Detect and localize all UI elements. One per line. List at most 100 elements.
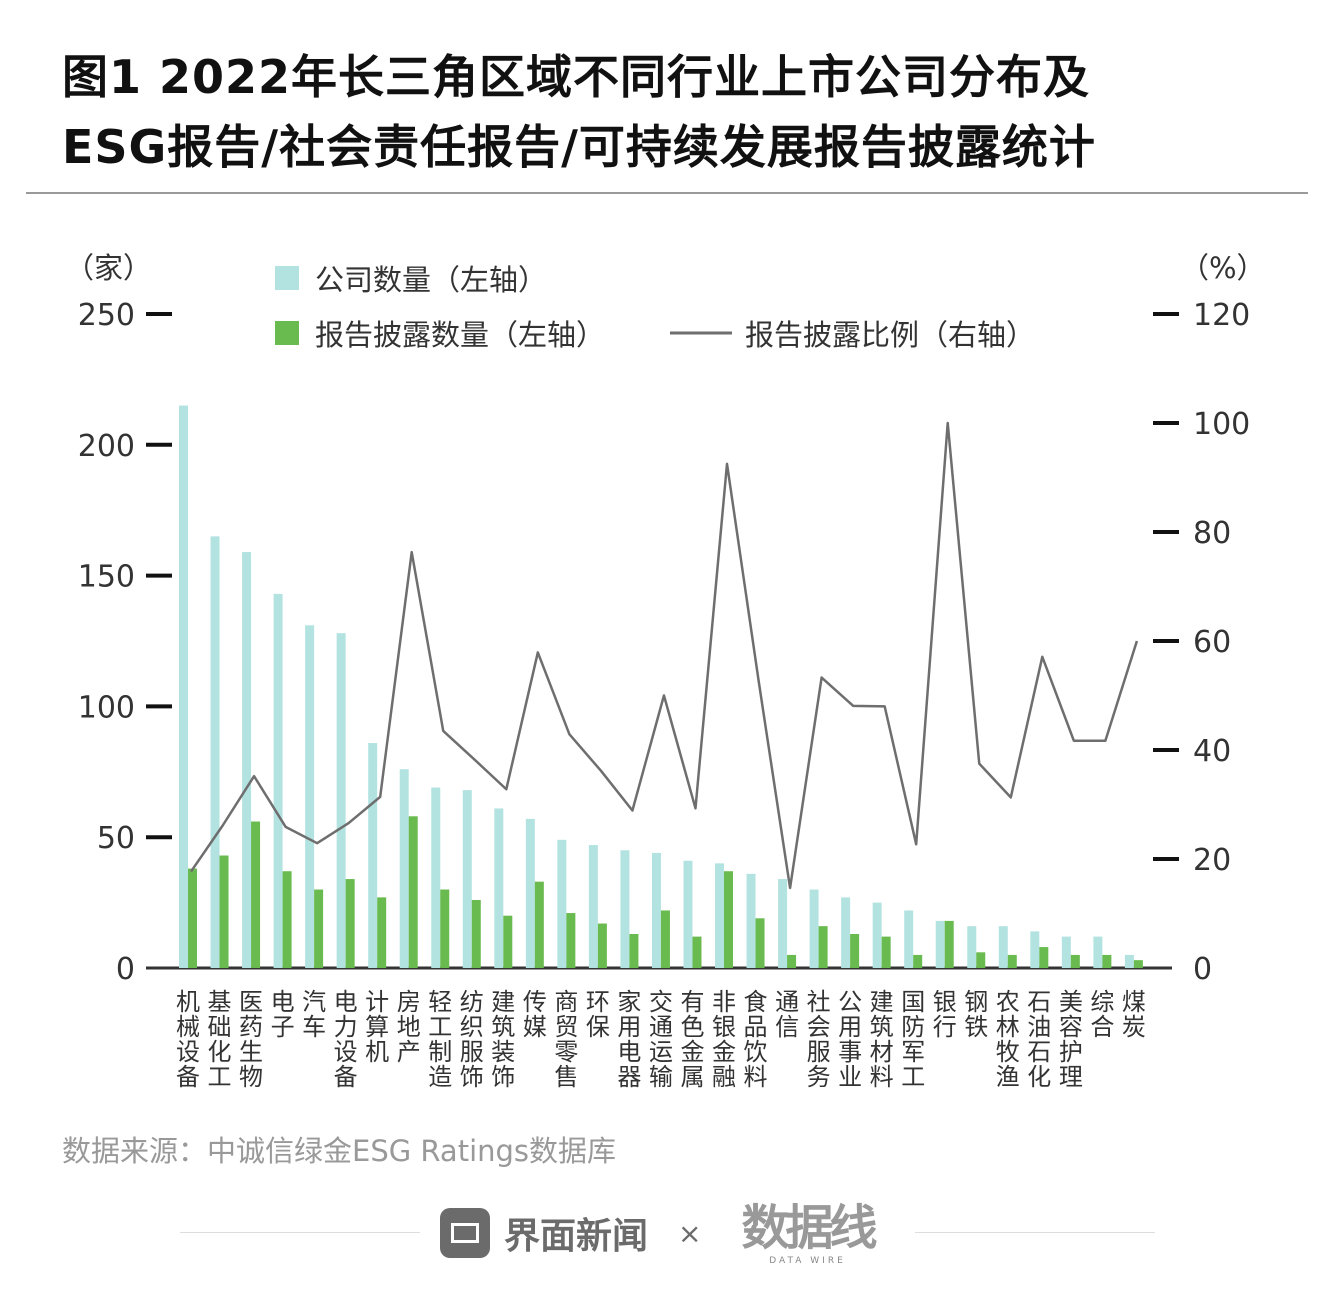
category-label-char: 基 (208, 988, 232, 1016)
category-label-char: 护 (1059, 1038, 1083, 1066)
category-label-char: 轻 (428, 988, 452, 1016)
bar-report-count (755, 918, 765, 968)
bar-report-count (1102, 954, 1112, 968)
legend-label-report: 报告披露数量（左轴） (315, 318, 605, 352)
left-tick-label: 150 (78, 560, 135, 595)
bar-company-count (998, 926, 1008, 968)
bar-report-count (377, 897, 387, 968)
category-label-char: 煤 (1122, 988, 1146, 1016)
category-label-char: 有 (680, 988, 704, 1016)
category-label-char: 公 (838, 988, 862, 1016)
category-label-char: 机 (176, 988, 200, 1016)
bar-company-count (273, 593, 283, 968)
bar-report-count (534, 881, 544, 968)
category-label-char: 化 (208, 1038, 232, 1066)
chart-title: 图1 2022年长三角区域不同行业上市公司分布及 ESG报告/社会责任报告/可持… (62, 42, 1096, 182)
right-axis-unit: （%） (1180, 251, 1266, 285)
bar-report-count (787, 954, 797, 968)
category-label-char: 设 (176, 1038, 200, 1066)
footer-brand-1: 界面新闻 (504, 1216, 649, 1257)
bar-company-count (431, 787, 441, 968)
bar-report-count (188, 868, 197, 968)
category-label-char: 铁 (964, 1013, 988, 1041)
category-label-char: 制 (428, 1038, 452, 1066)
left-axis-unit: （家） (65, 251, 152, 285)
footer-brand-2-sub: DATA WIRE (769, 1256, 846, 1266)
left-tick-label: 50 (97, 821, 135, 856)
bar-report-count (408, 816, 418, 968)
title-line-2: ESG报告/社会责任报告/可持续发展报告披露统计 (62, 120, 1096, 174)
bar-company-count (557, 839, 567, 968)
title-divider (26, 192, 1308, 194)
bar-company-count (210, 536, 220, 968)
footer-brand-2: 数据线 (741, 1200, 877, 1256)
bar-report-count (471, 899, 481, 968)
bar-report-count (440, 889, 450, 968)
category-label-char: 机 (365, 1038, 389, 1066)
bar-company-count (1093, 936, 1103, 968)
category-label-char: 饮 (744, 1038, 768, 1066)
category-label-char: 纺 (460, 988, 484, 1016)
bar-company-count (620, 850, 630, 968)
category-label-char: 运 (649, 1038, 673, 1066)
category-label-char: 工 (428, 1013, 452, 1041)
bar-report-count (629, 933, 639, 968)
bar-report-count (944, 920, 954, 968)
category-label-char: 防 (901, 1013, 925, 1041)
category-label-char: 化 (1027, 1063, 1051, 1091)
category-label-char: 汽 (302, 988, 326, 1016)
category-label-char: 石 (1027, 988, 1051, 1016)
category-label-char: 传 (523, 988, 547, 1016)
jiemian-logo-icon (440, 1208, 490, 1258)
bar-report-count (660, 910, 670, 968)
category-label-char: 业 (838, 1063, 862, 1091)
bar-report-count (724, 871, 734, 968)
bar-report-count (913, 954, 923, 968)
bar-report-count (850, 933, 860, 968)
right-tick-label: 0 (1193, 952, 1212, 987)
source-note: 数据来源：中诚信绿金ESG Ratings数据库 (62, 1134, 617, 1168)
category-label-char: 融 (712, 1063, 736, 1091)
category-label-char: 务 (807, 1063, 831, 1091)
bar-company-count (179, 405, 188, 968)
category-label-char: 材 (870, 1038, 894, 1066)
category-label-char: 料 (744, 1063, 768, 1091)
right-tick-label: 120 (1193, 298, 1250, 333)
bar-company-count (242, 552, 252, 968)
category-label-char: 饰 (491, 1063, 515, 1091)
bar-company-count (336, 633, 346, 968)
category-label-char: 建 (870, 988, 894, 1016)
category-label-char: 计 (365, 988, 389, 1016)
category-label-char: 环 (586, 988, 610, 1016)
bar-report-count (1133, 960, 1143, 968)
category-label-char: 石 (1027, 1038, 1051, 1066)
footer-divider-left (180, 1232, 420, 1233)
category-label-char: 备 (176, 1063, 200, 1091)
category-label-char: 器 (617, 1063, 641, 1091)
category-label-char: 银 (712, 1013, 736, 1041)
bar-company-count (809, 889, 819, 968)
category-label-char: 服 (807, 1038, 831, 1066)
right-tick-label: 40 (1193, 734, 1231, 769)
bar-report-count (503, 915, 513, 968)
category-label-char: 银 (933, 988, 957, 1016)
footer-separator: × (678, 1216, 702, 1250)
category-label-char: 电 (271, 988, 295, 1016)
category-label-char: 工 (901, 1063, 925, 1091)
legend-swatch-report (275, 321, 299, 345)
bar-company-count (494, 808, 504, 968)
footer: 界面新闻 × 数据线 DATA WIRE (440, 1200, 878, 1266)
bar-company-count (1124, 954, 1134, 968)
category-label-char: 装 (491, 1038, 515, 1066)
category-label-char: 通 (649, 1013, 673, 1041)
category-label-char: 料 (870, 1063, 894, 1091)
category-label-char: 渔 (996, 1063, 1020, 1091)
category-label-char: 工 (208, 1063, 232, 1091)
bar-company-count (1061, 936, 1071, 968)
category-label-char: 备 (334, 1063, 358, 1091)
category-label-char: 牧 (996, 1038, 1020, 1066)
category-label-char: 综 (1090, 988, 1114, 1016)
legend: 公司数量（左轴） 报告披露数量（左轴） 报告披露比例（右轴） (275, 263, 1035, 352)
category-label-char: 品 (744, 1013, 768, 1041)
category-label-char: 金 (680, 1038, 704, 1066)
